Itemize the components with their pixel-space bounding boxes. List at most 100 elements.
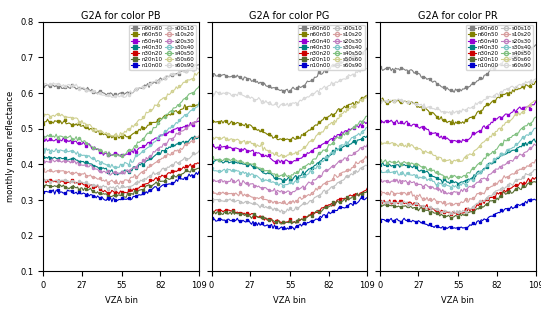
n20n10 — [423, 208, 429, 212]
n20n10 — [320, 207, 326, 211]
Line: s30s40: s30s40 — [42, 101, 200, 170]
n90n60 — [448, 88, 454, 92]
s00s10 — [117, 186, 124, 190]
n50n40 — [113, 155, 120, 158]
Line: n30n20: n30n20 — [210, 187, 368, 225]
s20s30 — [196, 116, 202, 120]
n40n30 — [208, 160, 215, 164]
s40s50 — [530, 120, 536, 124]
n50n40 — [524, 105, 530, 109]
s00s10 — [286, 209, 292, 212]
n30n20 — [286, 219, 292, 223]
n90n60 — [524, 49, 530, 53]
n10n00 — [320, 213, 326, 217]
n20n10 — [377, 203, 383, 207]
Line: s10s20: s10s20 — [210, 155, 368, 206]
n90n60 — [320, 71, 326, 75]
n10n00 — [151, 185, 158, 188]
n30n20 — [361, 189, 368, 193]
s60s90 — [192, 66, 198, 69]
n40n30 — [288, 180, 295, 183]
s00s10 — [361, 164, 368, 168]
Line: s10s20: s10s20 — [42, 135, 200, 185]
n10n00 — [280, 226, 286, 230]
Line: s40s50: s40s50 — [42, 85, 200, 157]
n60n50 — [377, 99, 383, 103]
n90n60 — [451, 90, 457, 94]
n90n60 — [488, 66, 494, 70]
Line: s30s40: s30s40 — [379, 127, 537, 189]
s20s30 — [117, 172, 124, 176]
n50n40 — [320, 142, 326, 146]
s20s30 — [254, 185, 261, 189]
s50s60 — [450, 160, 456, 164]
Line: s50s60: s50s60 — [210, 94, 368, 158]
n90n60 — [530, 45, 536, 49]
n60n50 — [187, 104, 194, 108]
n10n00 — [358, 196, 365, 199]
s40s50 — [193, 87, 200, 91]
n30n20 — [364, 186, 371, 190]
s10s20 — [151, 161, 158, 165]
s30s40 — [151, 140, 158, 144]
s10s20 — [284, 203, 291, 207]
Y-axis label: monthly mean reflectance: monthly mean reflectance — [6, 91, 15, 202]
s00s10 — [187, 155, 194, 159]
s60s90 — [448, 112, 454, 115]
s10s20 — [423, 198, 429, 202]
s50s60 — [117, 131, 124, 134]
s10s20 — [196, 134, 202, 138]
s10s20 — [488, 184, 494, 188]
n90n60 — [113, 93, 120, 97]
n90n60 — [364, 46, 371, 50]
s20s30 — [532, 144, 539, 147]
s50s60 — [254, 143, 261, 147]
n30n20 — [423, 205, 429, 208]
s10s20 — [280, 200, 286, 204]
n10n00 — [528, 197, 535, 201]
Line: s50s60: s50s60 — [379, 100, 537, 163]
s60s90 — [117, 94, 124, 98]
s50s60 — [208, 137, 215, 140]
s50s60 — [377, 141, 383, 144]
n30n20 — [524, 179, 530, 183]
n10n00 — [113, 198, 120, 202]
n90n60 — [196, 63, 202, 67]
s30s40 — [196, 100, 202, 104]
s10s20 — [524, 164, 530, 168]
n50n40 — [187, 120, 194, 124]
s30s40 — [187, 109, 194, 113]
Line: s30s40: s30s40 — [210, 126, 368, 187]
s50s60 — [114, 134, 121, 138]
s50s60 — [361, 96, 368, 100]
n50n40 — [288, 161, 295, 165]
s30s40 — [524, 133, 530, 137]
s50s60 — [196, 70, 202, 74]
s10s20 — [320, 182, 326, 186]
n40n30 — [320, 156, 326, 160]
s30s40 — [208, 166, 215, 170]
X-axis label: VZA bin: VZA bin — [104, 296, 137, 305]
n20n10 — [355, 194, 362, 198]
Line: n50n40: n50n40 — [210, 121, 368, 164]
s10s20 — [450, 203, 456, 207]
n30n20 — [111, 191, 118, 194]
n40n30 — [531, 137, 537, 141]
Line: n50n40: n50n40 — [379, 101, 537, 144]
s30s40 — [532, 126, 539, 130]
s60s90 — [113, 95, 120, 99]
n10n00 — [524, 202, 530, 205]
n60n50 — [254, 129, 261, 132]
X-axis label: VZA bin: VZA bin — [273, 296, 306, 305]
Line: s00s10: s00s10 — [210, 164, 368, 213]
n30n20 — [281, 222, 288, 226]
s20s30 — [450, 191, 456, 195]
s60s90 — [194, 66, 201, 70]
s50s60 — [151, 103, 158, 107]
s20s30 — [86, 165, 93, 168]
s60s90 — [40, 82, 47, 86]
s00s10 — [377, 201, 383, 204]
X-axis label: VZA bin: VZA bin — [441, 296, 474, 305]
s40s50 — [423, 165, 429, 169]
s40s50 — [151, 126, 158, 129]
